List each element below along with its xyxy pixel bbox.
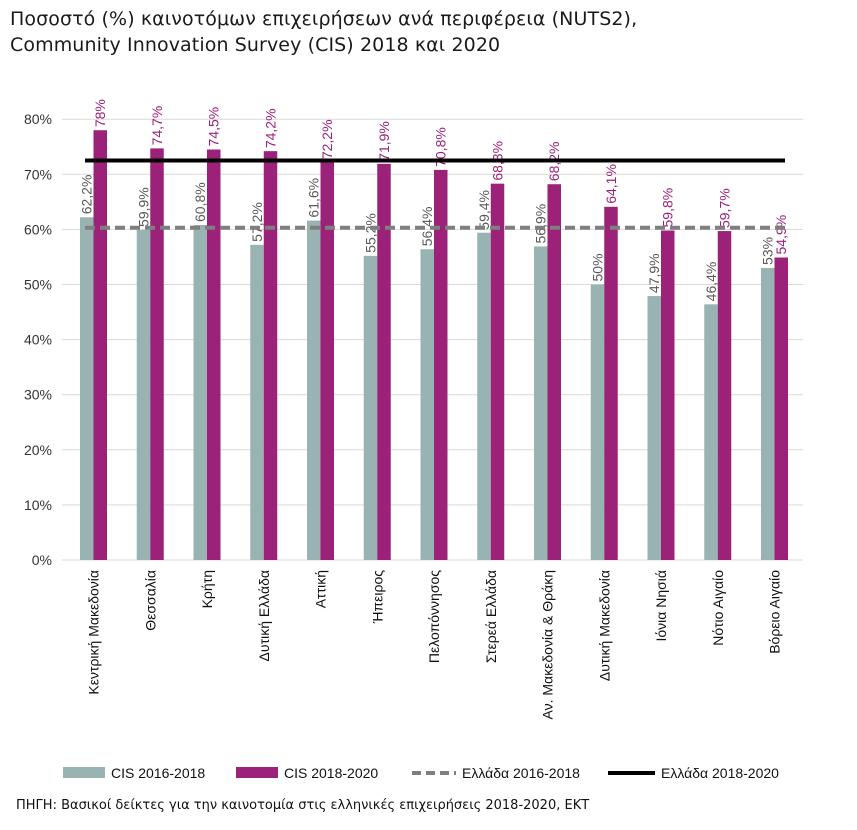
y-tick-label: 50% (24, 277, 52, 293)
x-category-label: Νότιο Αιγαίο (710, 570, 726, 646)
legend-swatch-cis-2016-2018 (63, 767, 105, 778)
bar-cis-2016-2018 (647, 296, 661, 560)
data-label-2018-2020: 78% (92, 99, 108, 127)
y-tick-label: 20% (24, 442, 52, 458)
bar-cis-2016-2018 (704, 304, 718, 560)
bar-cis-2018-2020 (320, 162, 334, 561)
y-tick-label: 60% (24, 221, 52, 237)
bar-cis-2018-2020 (661, 230, 675, 560)
bar-cis-2016-2018 (250, 244, 264, 560)
y-tick-label: 70% (24, 166, 52, 182)
data-label-2018-2020: 74,7% (149, 106, 165, 146)
x-category-label: Θεσσαλία (142, 570, 158, 631)
data-label-2018-2020: 59,8% (660, 188, 676, 228)
bar-cis-2018-2020 (377, 163, 391, 560)
x-category-label: Αττική (313, 570, 329, 608)
data-label-2016-2018: 57,2% (249, 202, 265, 242)
bar-cis-2016-2018 (420, 249, 434, 560)
x-axis-labels: Κεντρική Μακεδονία Θεσσαλία Κρήτη Δυτική Ελ… (86, 570, 783, 720)
data-label-2016-2018: 55,2% (363, 213, 379, 253)
x-category-label: Πελοπόννησος (426, 570, 442, 663)
y-tick-label: 10% (24, 497, 52, 513)
bar-cis-2016-2018 (363, 255, 378, 560)
bar-cis-2018-2020 (547, 184, 561, 560)
data-label-2018-2020: 64,1% (603, 164, 619, 204)
x-category-label: Κρήτη (199, 570, 215, 608)
bar-cis-2018-2020 (717, 231, 732, 561)
bar-cis-2018-2020 (774, 257, 788, 560)
data-label-2018-2020: 72,2% (319, 119, 335, 159)
bar-cis-2016-2018 (590, 284, 605, 560)
bar-cis-2016-2018 (477, 232, 491, 560)
data-label-2016-2018: 59,4% (476, 190, 492, 230)
data-label-2016-2018: 46,4% (703, 262, 719, 302)
data-label-2018-2020: 71,9% (376, 121, 392, 161)
data-label-2016-2018: 56,4% (419, 207, 435, 247)
data-label-2016-2018: 47,9% (646, 253, 662, 293)
bar-cis-2018-2020 (490, 183, 505, 561)
data-label-2018-2020: 54,9% (773, 215, 789, 255)
source-note: ΠΗΓΗ: Βασικοί δείκτες για την καινοτομία… (16, 798, 590, 813)
x-category-label: Στερεά Ελλάδα (483, 570, 499, 663)
x-category-label: Αν. Μακεδονία & Θράκη (540, 570, 556, 720)
bar-cis-2018-2020 (150, 148, 164, 560)
legend-swatch-cis-2018-2020 (236, 767, 278, 778)
y-grid: 0% 10% 20% 30% 40% 50% 60% 70% 80% (24, 111, 803, 568)
data-label-2016-2018: 60,8% (192, 182, 208, 222)
bar-cis-2018-2020 (263, 151, 278, 560)
data-label-2016-2018: 62,2% (79, 175, 95, 215)
bar-cis-2018-2020 (434, 169, 448, 560)
bar-cis-2018-2020 (93, 130, 107, 560)
x-category-label: Δυτική Ελλάδα (256, 570, 272, 661)
bars (80, 130, 788, 561)
reference-lines (85, 158, 785, 230)
y-tick-label: 0% (32, 552, 52, 568)
legend-label-greece-2016-2018: Ελλάδα 2016-2018 (462, 765, 580, 781)
data-label-2016-2018: 50% (590, 253, 606, 281)
data-label-2018-2020: 59,7% (717, 188, 733, 228)
x-category-label: Ιόνια Νησιά (653, 570, 669, 642)
bar-cis-2016-2018 (534, 246, 548, 560)
chart-title-line-1: Ποσοστό (%) καινοτόμων επιχειρήσεων ανά … (10, 8, 638, 30)
legend-label-cis-2016-2018: CIS 2016-2018 (111, 765, 205, 781)
data-label-2016-2018: 61,6% (306, 178, 322, 218)
bar-cis-2016-2018 (136, 229, 151, 561)
bar-cis-2016-2018 (193, 224, 207, 560)
x-category-label: Βόρειο Αιγαίο (767, 570, 783, 654)
bar-cis-2016-2018 (80, 217, 94, 560)
legend-label-greece-2018-2020: Ελλάδα 2018-2020 (661, 765, 779, 781)
chart-title: Ποσοστό (%) καινοτόμων επιχειρήσεων ανά … (10, 6, 637, 58)
bar-cis-2016-2018 (307, 220, 321, 561)
bar-cis-2016-2018 (761, 267, 775, 560)
x-category-label: Ήπειρος (369, 570, 385, 624)
y-tick-label: 80% (24, 111, 52, 127)
legend: CIS 2016-2018 CIS 2018-2020 Ελλάδα 2016-20… (63, 765, 779, 781)
chart-title-line-2: Community Innovation Survey (CIS) 2018 κ… (10, 34, 501, 56)
bar-cis-2018-2020 (604, 206, 618, 560)
x-category-label: Δυτική Μακεδονία (596, 570, 612, 681)
data-labels: 62,2% 78% 59,9% 74,7% 60,8% 74,5% 57,2% 74,2% 61… (79, 99, 790, 301)
data-label-2016-2018: 59,9% (136, 187, 152, 227)
y-tick-label: 30% (24, 387, 52, 403)
legend-label-cis-2018-2020: CIS 2018-2020 (284, 765, 378, 781)
bar-cis-2018-2020 (207, 149, 221, 560)
data-label-2016-2018: 56,9% (533, 204, 549, 244)
y-tick-label: 40% (24, 332, 52, 348)
data-label-2018-2020: 70,8% (433, 127, 449, 167)
data-label-2018-2020: 74,2% (263, 108, 279, 148)
x-category-label: Κεντρική Μακεδονία (86, 570, 102, 695)
data-label-2018-2020: 74,5% (206, 107, 222, 147)
data-label-2016-2018: 53% (760, 237, 776, 265)
